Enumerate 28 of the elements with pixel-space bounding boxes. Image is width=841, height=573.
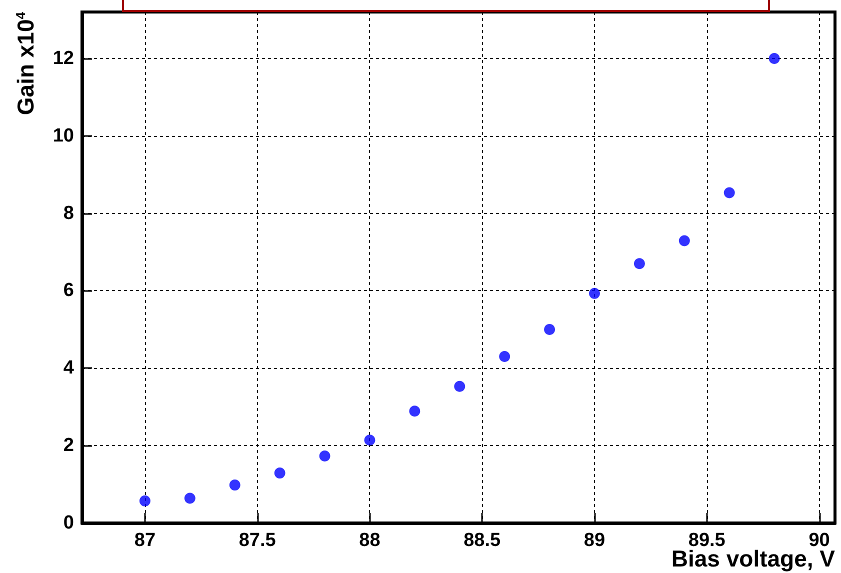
y-tick-label: 0 xyxy=(63,512,74,534)
point xyxy=(544,324,556,335)
point xyxy=(589,288,600,299)
x-tick-label: 87.5 xyxy=(238,530,276,551)
x-tick-label: 89 xyxy=(584,530,606,551)
point xyxy=(184,492,196,504)
x-tick-label: 87 xyxy=(134,530,156,551)
point xyxy=(409,406,420,417)
y-tick-label: 4 xyxy=(63,358,74,379)
point xyxy=(319,450,330,462)
point xyxy=(724,187,735,198)
point xyxy=(274,468,286,479)
x-tick-label: 88.5 xyxy=(464,530,502,551)
y-tick-label: 2 xyxy=(63,435,74,456)
point xyxy=(768,52,780,64)
y-axis-title: Gain x104 xyxy=(12,11,38,116)
x-tick-label: 88 xyxy=(359,530,380,551)
point xyxy=(634,258,645,270)
point xyxy=(139,495,150,506)
y-tick-label: 12 xyxy=(52,48,74,69)
point xyxy=(364,434,376,446)
y-tick-label: 10 xyxy=(52,125,74,146)
y-tick-label: 6 xyxy=(63,280,74,302)
y-tick-label: 8 xyxy=(63,202,74,224)
point xyxy=(678,235,690,246)
point xyxy=(454,380,466,392)
point xyxy=(229,480,240,491)
point xyxy=(499,351,510,362)
